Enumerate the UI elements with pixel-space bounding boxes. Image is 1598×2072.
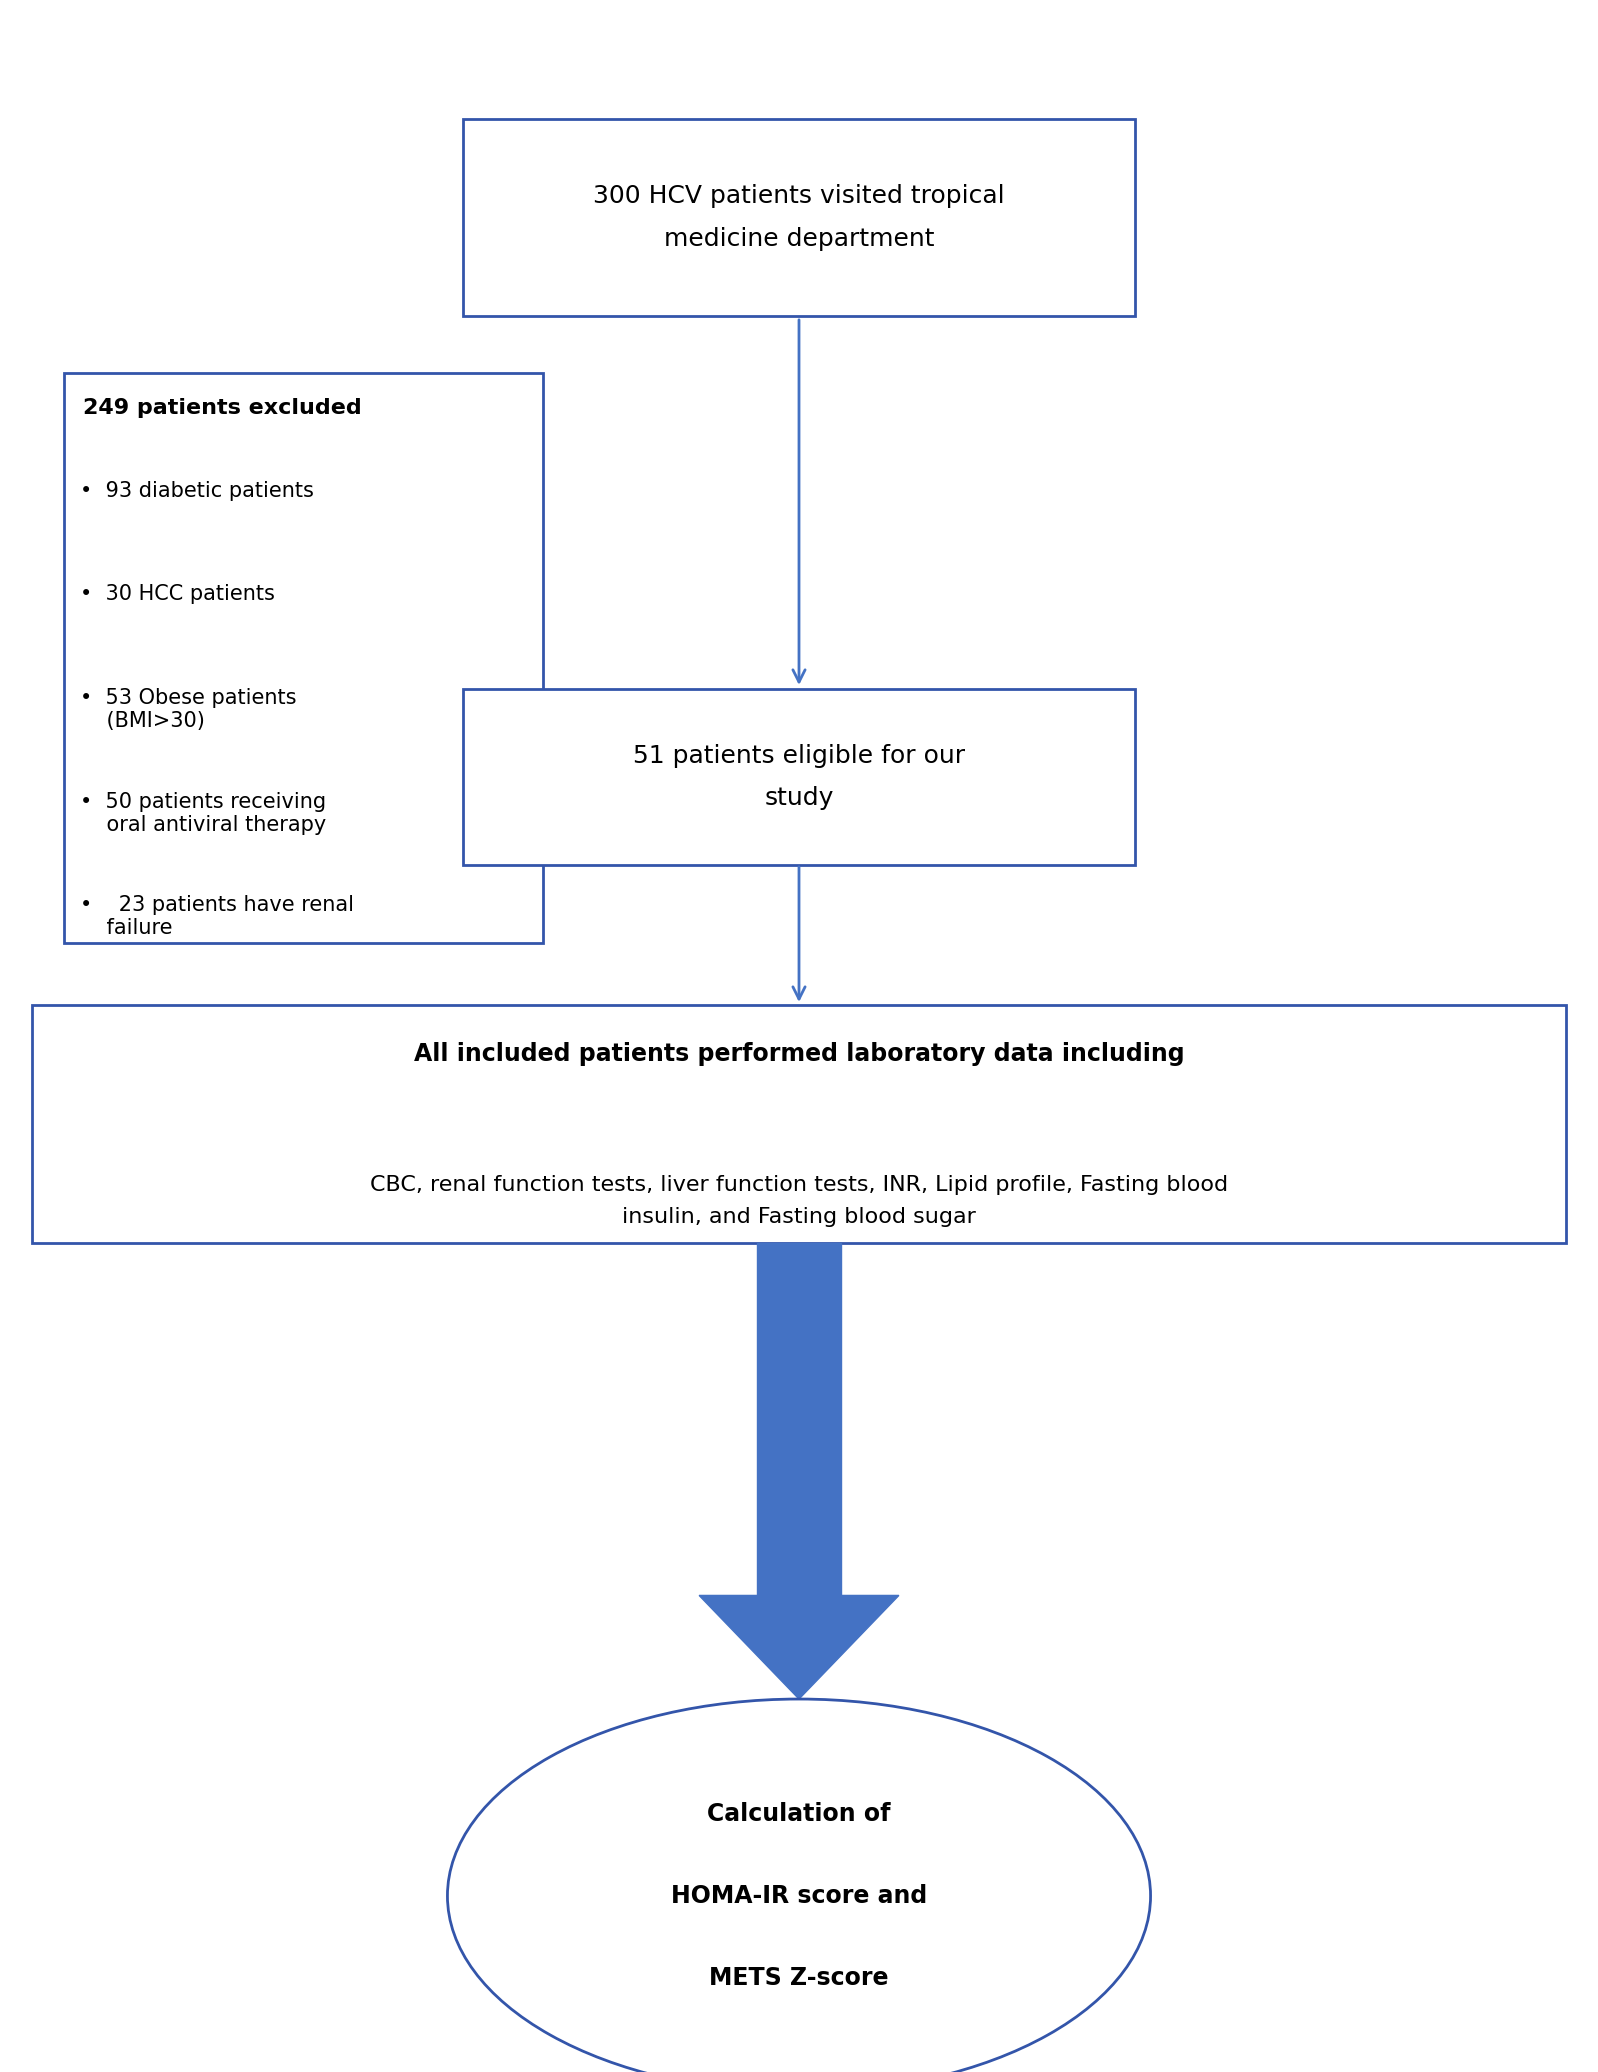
Text: Calculation of

HOMA-IR score and

METS Z-score: Calculation of HOMA-IR score and METS Z-… [671, 1803, 927, 1989]
Text: •  30 HCC patients: • 30 HCC patients [80, 584, 275, 605]
Text: •  50 patients receiving
    oral antiviral therapy: • 50 patients receiving oral antiviral t… [80, 792, 326, 835]
Text: •    23 patients have renal
    failure: • 23 patients have renal failure [80, 895, 353, 939]
Polygon shape [700, 1595, 898, 1699]
Text: 51 patients eligible for our
study: 51 patients eligible for our study [633, 744, 965, 810]
Text: •  93 diabetic patients: • 93 diabetic patients [80, 481, 313, 501]
Ellipse shape [447, 1699, 1151, 2072]
Text: 249 patients excluded: 249 patients excluded [83, 398, 361, 419]
Text: All included patients performed laboratory data including: All included patients performed laborato… [414, 1042, 1184, 1067]
FancyBboxPatch shape [463, 688, 1135, 866]
Text: •  53 Obese patients
    (BMI>30): • 53 Obese patients (BMI>30) [80, 688, 296, 731]
Text: CBC, renal function tests, liver function tests, INR, Lipid profile, Fasting blo: CBC, renal function tests, liver functio… [371, 1175, 1227, 1227]
Polygon shape [757, 1243, 841, 1595]
FancyBboxPatch shape [32, 1005, 1566, 1243]
Text: 300 HCV patients visited tropical
medicine department: 300 HCV patients visited tropical medici… [593, 184, 1005, 251]
FancyBboxPatch shape [64, 373, 543, 943]
FancyBboxPatch shape [463, 118, 1135, 315]
